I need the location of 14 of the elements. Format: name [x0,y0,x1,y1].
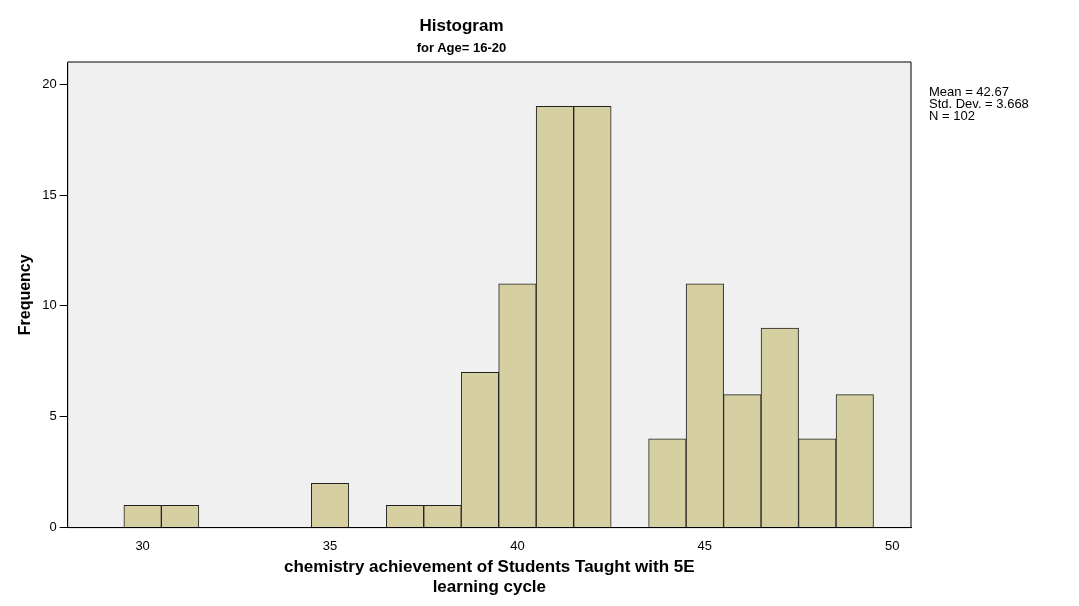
y-tick-label: 10 [42,297,57,313]
x-tick-label: 50 [885,537,900,553]
chart-title: Histogram [419,15,504,35]
y-tick-label: 20 [42,75,57,91]
x-tick-label: 45 [697,537,713,553]
y-tick-label: 15 [42,186,57,202]
chart-subtitle: for Age= 16-20 [416,39,507,55]
y-tick-label: 0 [49,519,57,535]
x-tick-label: 40 [510,537,525,553]
x-axis-title: chemistry achievement of Students Taught with 5E learning cycle [284,557,695,597]
x-tick-label: 30 [135,537,150,553]
x-tick-label: 35 [322,537,338,553]
y-axis-title: Frequency [16,254,34,336]
y-tick-label: 5 [49,408,57,424]
